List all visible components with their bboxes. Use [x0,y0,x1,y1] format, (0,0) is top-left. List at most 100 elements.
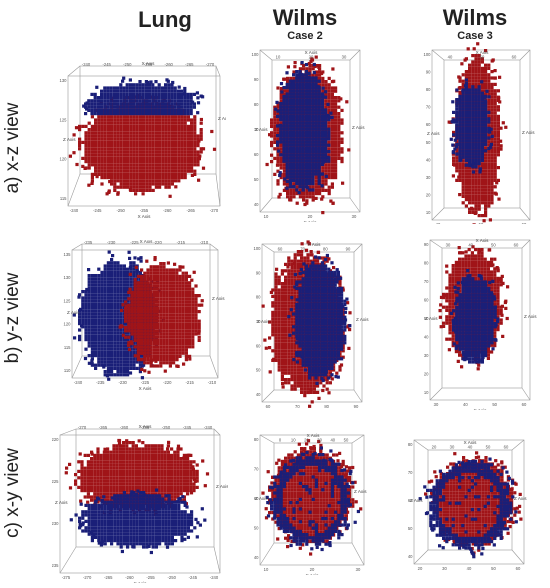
voxel [116,147,120,151]
voxel [189,96,193,100]
voxel [100,163,104,167]
voxel [172,287,176,291]
voxel [324,182,328,186]
voxel [188,303,192,307]
voxel [149,335,153,339]
voxel [458,152,462,156]
voxel [116,115,120,119]
voxel [139,259,143,263]
voxel [279,166,283,170]
voxel [314,121,318,125]
voxel [172,278,176,282]
voxel [474,194,478,198]
voxel [133,354,137,358]
voxel [276,179,280,183]
voxel [496,134,500,138]
voxel [140,332,144,336]
voxel [183,140,187,144]
voxel [140,348,144,352]
voxel [129,134,133,138]
voxel [113,150,117,154]
voxel [458,155,462,159]
voxel [295,140,299,144]
voxel [97,290,101,294]
voxel [170,102,174,106]
voxel [159,303,163,307]
voxel [186,140,190,144]
voxel [164,124,168,128]
voxel [300,253,304,257]
voxel [493,150,497,154]
voxel [493,102,497,106]
voxel [84,105,88,109]
voxel [110,137,114,141]
voxel [295,130,299,134]
voxel [100,144,104,148]
voxel [324,111,328,115]
voxel [174,153,178,157]
voxel [172,358,176,362]
voxel [138,83,142,87]
voxel [301,121,305,125]
voxel [116,366,120,370]
voxel [311,98,315,102]
x-tick-label: 40 [436,222,441,224]
voxel [143,294,147,298]
voxel [337,124,341,128]
voxel [113,172,117,176]
voxel [140,306,144,310]
voxel [284,262,288,266]
voxel [175,287,179,291]
voxel [81,302,85,306]
voxel [132,363,136,367]
voxel [295,124,299,128]
voxel [148,160,152,164]
voxel [151,121,155,125]
voxel [321,166,325,170]
voxel [128,86,132,90]
voxel [474,91,478,95]
voxel [135,160,139,164]
voxel [151,169,155,173]
voxel [461,117,465,121]
voxel [471,152,475,156]
voxel [327,96,331,100]
voxel [122,182,126,186]
voxel [97,128,101,132]
voxel [452,110,456,114]
voxel [183,163,187,167]
voxel [142,166,146,170]
voxel [183,153,187,157]
voxel [119,112,123,116]
voxel [151,92,155,96]
voxel [116,128,120,132]
voxel [116,347,120,351]
voxel [151,182,155,186]
voxel [324,169,328,173]
voxel [107,377,111,381]
voxel [493,111,497,115]
voxel [103,118,107,122]
voxel [170,140,174,144]
voxel [341,181,345,185]
voxel [453,147,457,151]
voxel [464,175,468,179]
column-title-text: Wilms [272,5,338,30]
voxel [317,98,321,102]
voxel [308,182,312,186]
voxel [314,130,318,134]
voxel [165,310,169,314]
voxel [119,363,123,367]
voxel [138,144,142,148]
voxel [119,318,123,322]
voxel [116,163,120,167]
voxel [308,162,312,166]
voxel [146,313,150,317]
voxel [156,294,160,298]
voxel [87,163,91,167]
voxel [474,79,478,83]
voxel [477,76,481,80]
voxel [451,150,455,154]
voxel [144,102,148,106]
voxel [81,156,85,160]
